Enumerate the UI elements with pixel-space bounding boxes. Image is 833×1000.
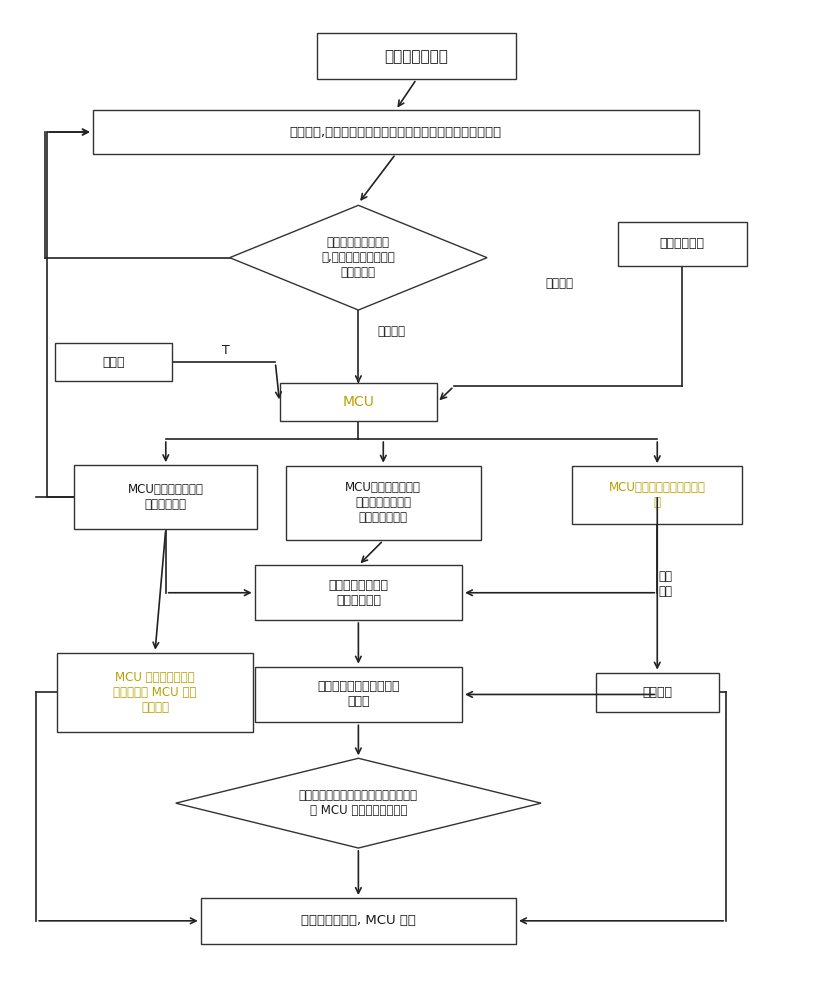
FancyBboxPatch shape <box>255 565 462 620</box>
Text: MCU判断触发命令和修改命
令: MCU判断触发命令和修改命 令 <box>609 481 706 509</box>
FancyBboxPatch shape <box>92 110 699 154</box>
Text: T: T <box>222 344 229 357</box>
Text: 完成
设置: 完成 设置 <box>659 570 672 598</box>
FancyBboxPatch shape <box>618 222 746 266</box>
Text: 压力传感器和加速度传感器采集的数据
和 MCU 内设定的阈值比较: 压力传感器和加速度传感器采集的数据 和 MCU 内设定的阈值比较 <box>299 789 418 817</box>
Text: 智能传感器侦听到信
号,将信号转化后和其内
设定值比较: 智能传感器侦听到信 号,将信号转化后和其内 设定值比较 <box>322 236 396 279</box>
Text: 控制各传感器进入
正常工作状态: 控制各传感器进入 正常工作状态 <box>328 579 388 607</box>
Text: 参数设置: 参数设置 <box>642 686 672 699</box>
Text: 中断请求: 中断请求 <box>377 325 406 338</box>
FancyBboxPatch shape <box>55 343 172 381</box>
Text: MCU 采集压力传感器
的数据并和 MCU 内的
数值比较: MCU 采集压力传感器 的数据并和 MCU 内的 数值比较 <box>113 671 197 714</box>
FancyBboxPatch shape <box>74 465 257 529</box>
Text: 上电系统初始化: 上电系统初始化 <box>385 49 448 64</box>
FancyBboxPatch shape <box>57 653 252 732</box>
Text: 对各传感器进行数据采集
并存储: 对各传感器进行数据采集 并存储 <box>317 680 400 708</box>
Polygon shape <box>230 205 487 310</box>
FancyBboxPatch shape <box>572 466 742 524</box>
FancyBboxPatch shape <box>280 383 437 421</box>
Text: 远程触发: 远程触发 <box>546 277 574 290</box>
FancyBboxPatch shape <box>286 466 481 540</box>
FancyBboxPatch shape <box>317 33 516 79</box>
Text: 远程监控中心: 远程监控中心 <box>660 237 705 250</box>
FancyBboxPatch shape <box>201 898 516 944</box>
Text: 传感器断电操作, MCU 休眠: 传感器断电操作, MCU 休眠 <box>301 914 416 927</box>
FancyBboxPatch shape <box>596 673 719 712</box>
Text: MCU采集智能传感器
中的数据并和其内
的设定阈值比较: MCU采集智能传感器 中的数据并和其内 的设定阈值比较 <box>346 481 421 524</box>
FancyBboxPatch shape <box>255 667 462 722</box>
Text: 系统休眠,微型数字三轴加速度计智能传感器处于半休眠状态: 系统休眠,微型数字三轴加速度计智能传感器处于半休眠状态 <box>290 126 501 139</box>
Text: MCU控制压力传感器
进入工作状态: MCU控制压力传感器 进入工作状态 <box>127 483 204 511</box>
Polygon shape <box>176 758 541 848</box>
Text: 定时器: 定时器 <box>102 356 125 369</box>
Text: MCU: MCU <box>342 395 374 409</box>
